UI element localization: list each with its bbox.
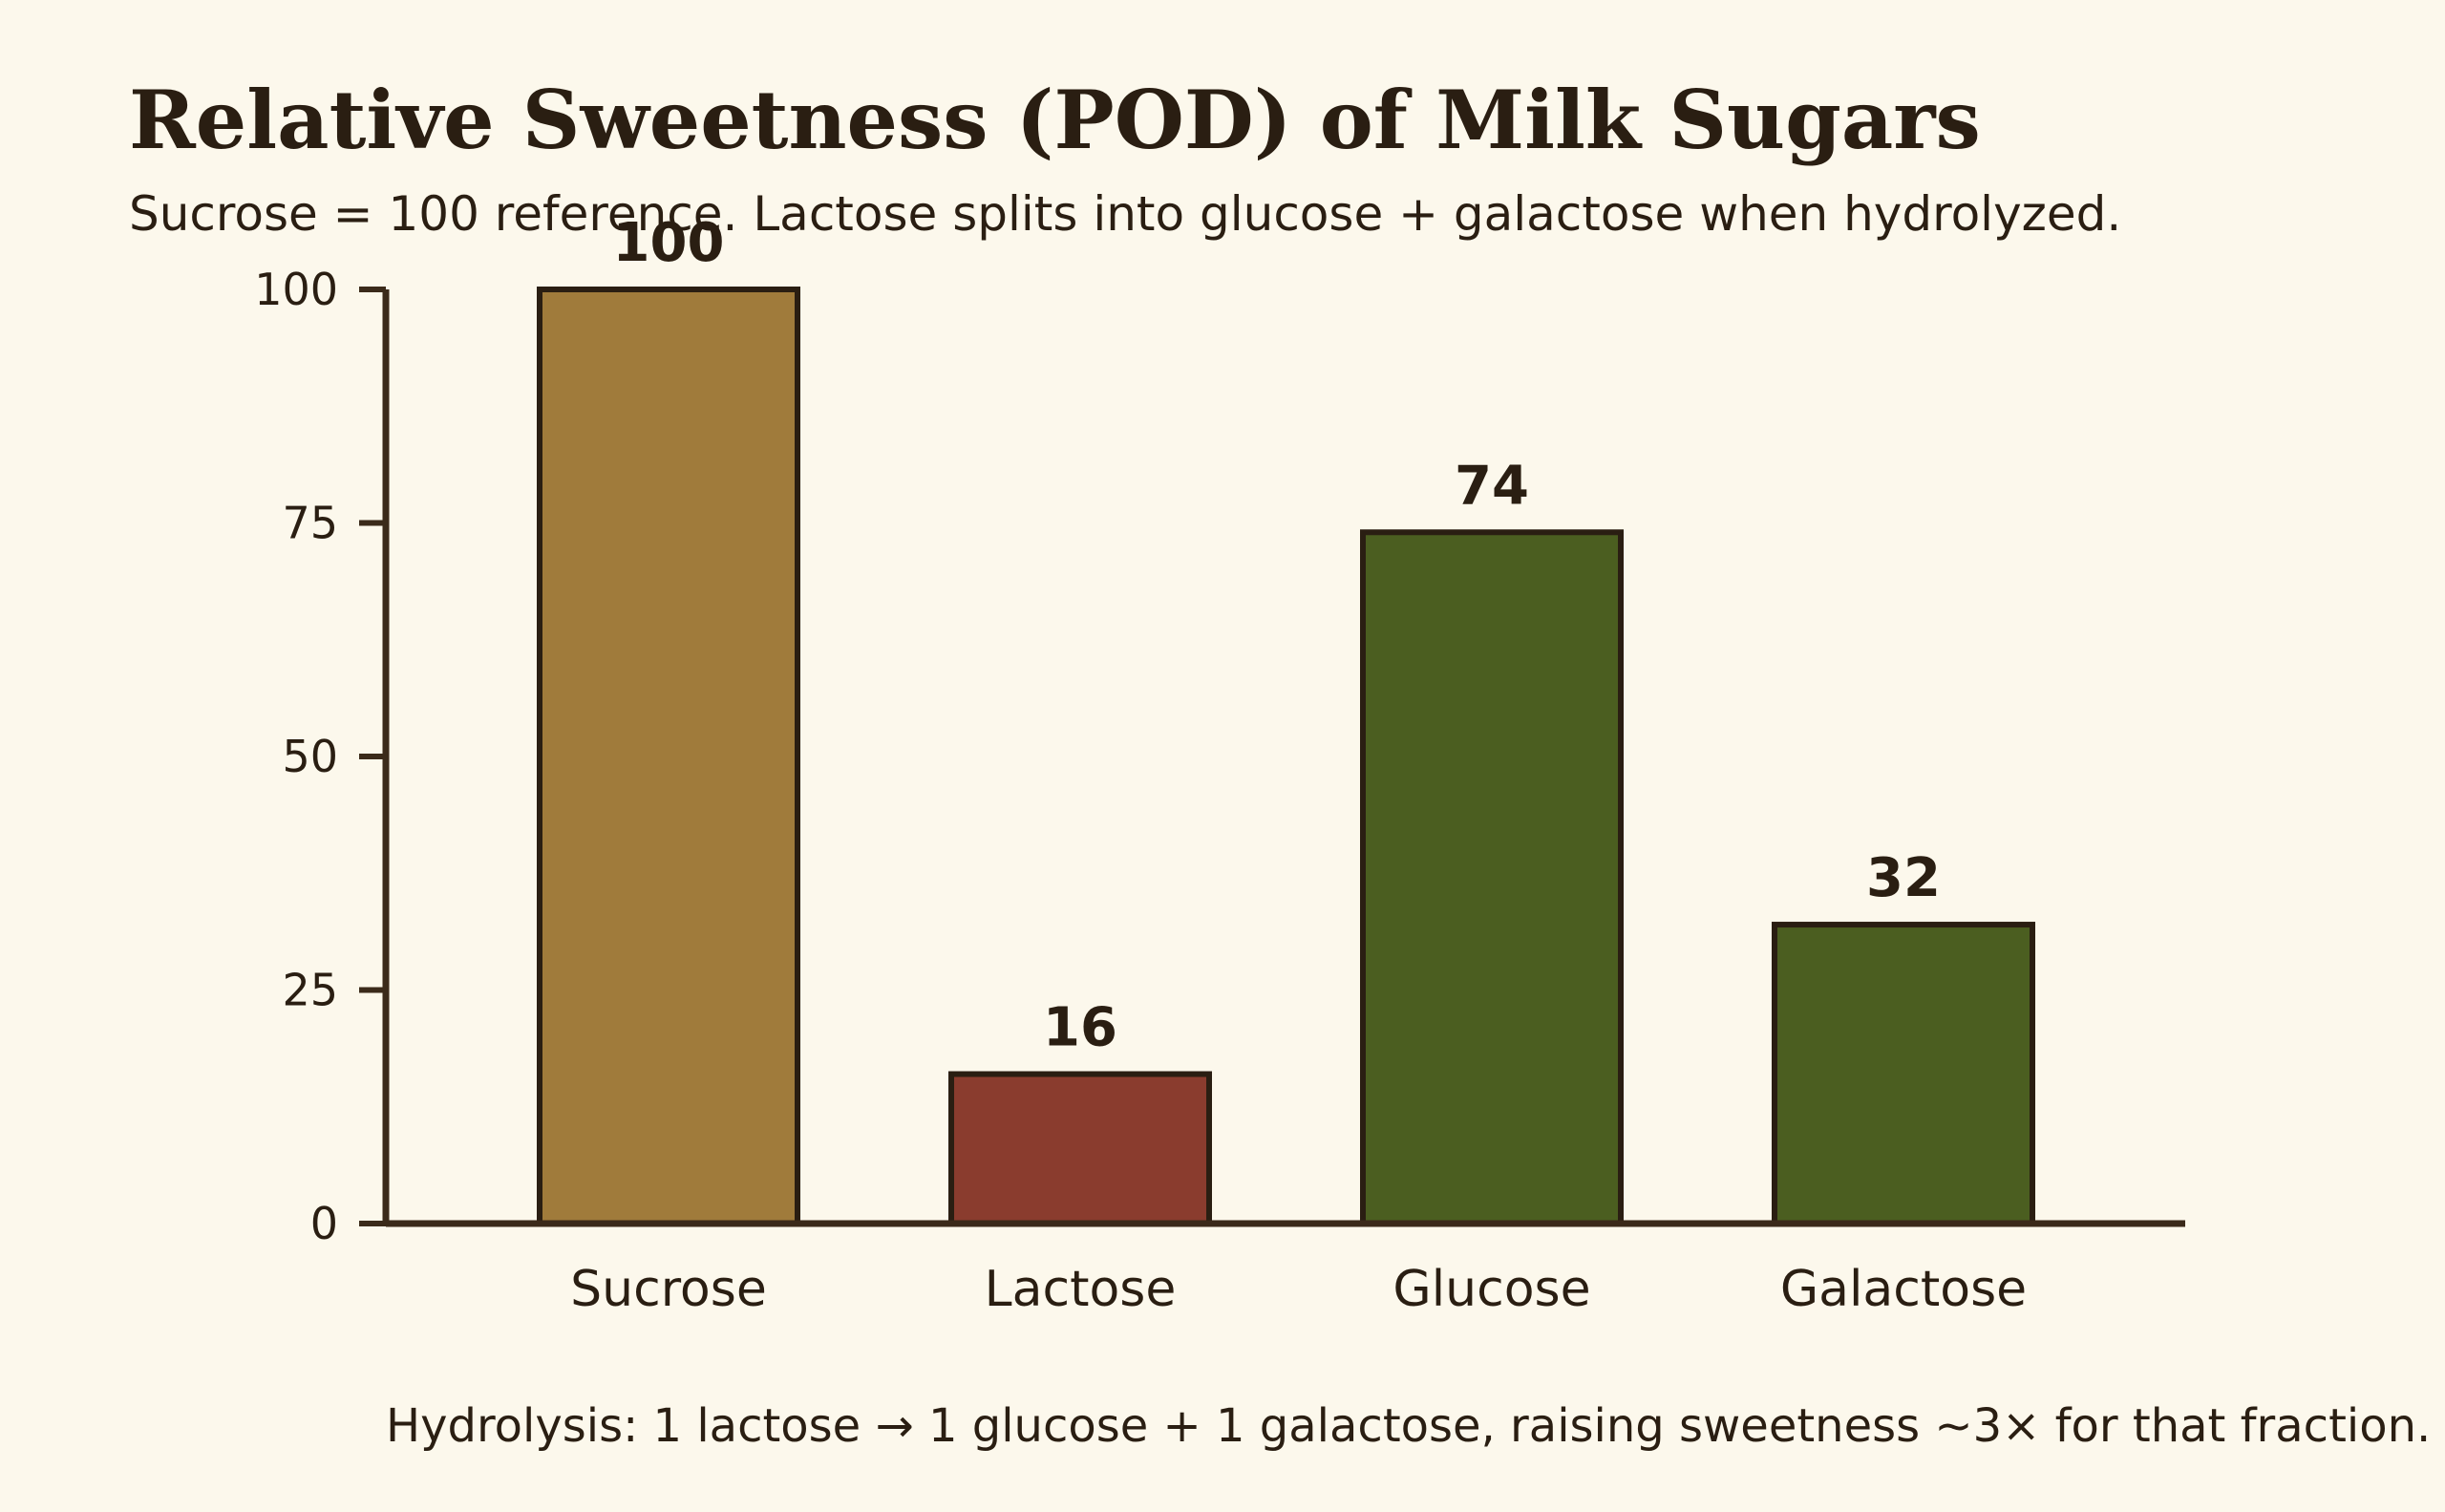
bar-galactose: [1772, 922, 2035, 1226]
x-tick-label-sucrose: Sucrose: [570, 1261, 767, 1318]
bar-sucrose: [537, 287, 800, 1226]
bars: 100 16 74 32: [537, 212, 2035, 1227]
chart-title: Relative Sweetness (POD) of Milk Sugars: [129, 73, 1981, 167]
x-axis: Sucrose Lactose Glucose Galactose: [386, 1220, 2185, 1318]
data-label-sucrose: 100: [613, 212, 725, 274]
y-tick-label: 75: [282, 498, 338, 549]
x-tick-label-galactose: Galactose: [1780, 1261, 2027, 1318]
chart-subtitle: Sucrose = 100 reference. Lactose splits …: [129, 186, 2121, 242]
data-label-glucose: 74: [1455, 455, 1529, 517]
y-tick-label: 50: [282, 731, 338, 782]
bar-lactose: [948, 1071, 1212, 1227]
y-tick-label: 25: [282, 965, 338, 1016]
data-label-galactose: 32: [1866, 847, 1941, 909]
y-tick-label: 100: [254, 264, 338, 315]
data-label-lactose: 16: [1043, 997, 1117, 1059]
x-tick-label-glucose: Glucose: [1393, 1261, 1590, 1318]
x-tick-label-lactose: Lactose: [985, 1261, 1177, 1318]
y-axis: 0 25 50 75 100: [254, 264, 390, 1249]
bar-glucose: [1360, 529, 1624, 1226]
y-tick-label: 0: [310, 1198, 338, 1249]
chart-footnote: Hydrolysis: 1 lactose → 1 glucose + 1 ga…: [386, 1399, 2431, 1453]
